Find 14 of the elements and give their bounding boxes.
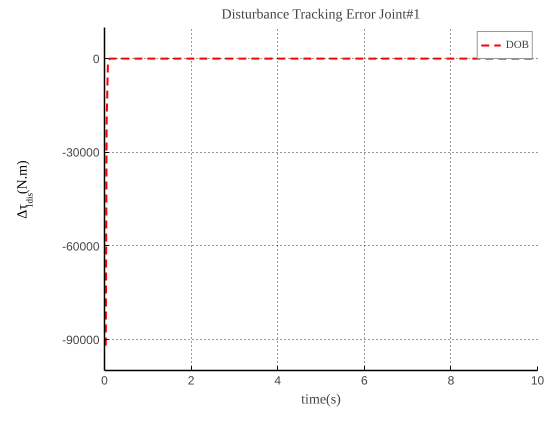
y-tick-label: -90000 [62,332,100,347]
x-axis-title: time(s) [301,392,342,408]
y-tick-label: 0 [92,52,100,66]
x-tick-label: 0 [101,374,108,388]
y-axis-title: Δτ1dis(N.m) [16,160,34,219]
x-tick-label: 4 [274,374,282,388]
x-tick-label: 2 [188,374,195,388]
x-tick-label: 8 [448,374,455,388]
x-tick-label: 6 [360,374,368,388]
y-tick-label: -30000 [62,146,100,160]
y-tick-label: -60000 [62,239,100,254]
chart-title: Disturbance Tracking Error Joint#1 [222,8,420,22]
legend-label: DOB [506,39,529,51]
x-tick-label: 10 [530,374,544,388]
